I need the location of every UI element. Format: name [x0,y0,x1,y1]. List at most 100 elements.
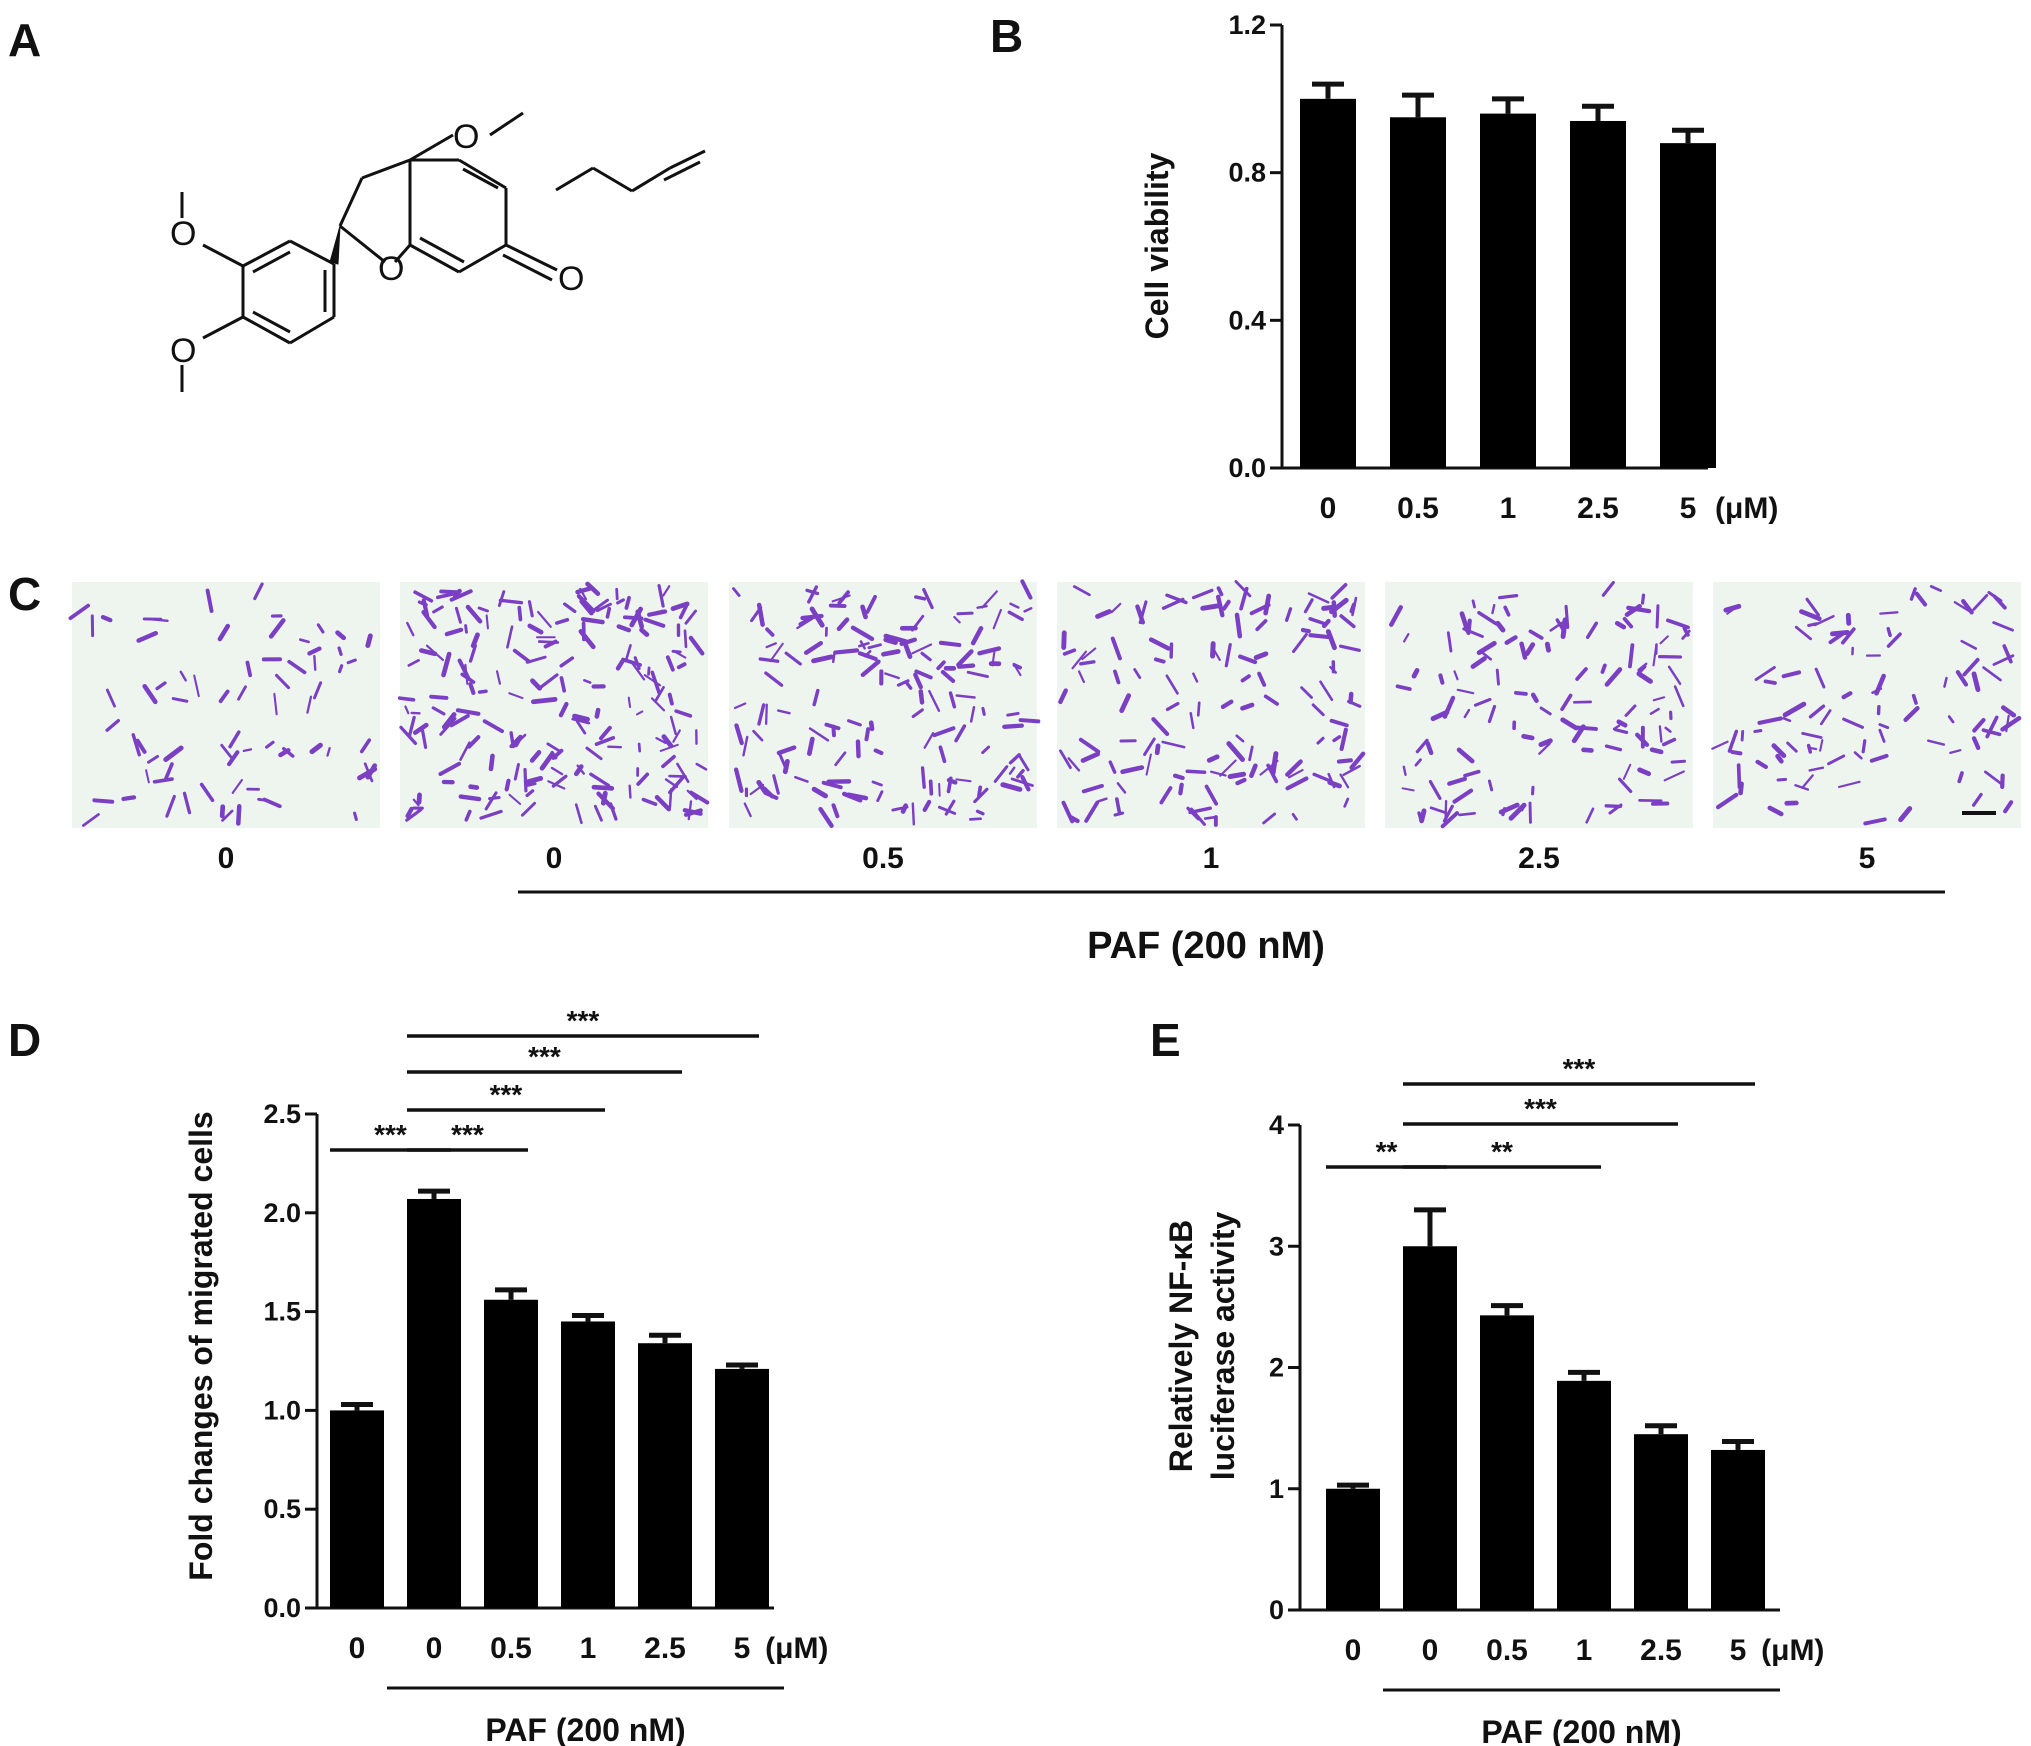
y-tick-label: 2 [1269,1353,1284,1383]
stained-cell [1419,808,1427,824]
stained-cell [688,635,705,656]
panel-label-d: D [8,1014,41,1066]
stained-cell [405,806,414,819]
stained-cell [171,697,189,703]
stained-cell [1339,614,1356,629]
stained-cell [81,813,100,827]
stained-cell [955,778,972,783]
stained-cell [837,590,850,605]
bond [338,177,364,227]
stained-cell [855,739,861,759]
stained-cell [1458,811,1476,817]
bond [202,315,244,340]
microscopy-image-0 [72,582,380,828]
stained-cell [1308,617,1327,626]
stained-cell [954,724,967,743]
stained-cell [1528,629,1544,640]
stained-cell [1226,741,1245,762]
bond [252,250,291,274]
stained-cell [337,664,344,674]
stained-cell [468,682,476,695]
stained-cell [1503,605,1511,617]
stained-cell [1841,691,1853,700]
stained-cell [265,740,275,749]
stained-cell [1308,633,1332,640]
y-axis-label-line: luciferase activity [1205,1212,1241,1481]
stained-cell [274,673,291,690]
stained-cell [1878,728,1886,743]
stained-cell [326,746,331,757]
stained-cell [458,794,482,802]
stained-cell [1151,717,1170,737]
stained-cell [165,794,176,818]
stained-cell [529,750,542,763]
stained-cell [164,762,174,781]
stained-cell [1058,688,1068,705]
stained-cell [876,790,884,803]
stained-cell [1987,590,2003,603]
stained-cell [674,709,693,718]
stained-cell [1081,647,1097,661]
stained-cell [287,659,307,675]
stained-cell [859,640,866,650]
stained-cell [807,736,815,756]
stained-cell [1332,735,1342,743]
stained-cell [431,706,446,716]
stained-cell [1711,740,1729,750]
stained-cell [1842,717,1865,729]
x-tick-label: 0.5 [1486,1634,1528,1667]
stained-cell [956,611,974,616]
stained-cell [948,691,957,709]
stained-cell [776,745,797,756]
stained-cell [1206,754,1220,763]
stained-cell [2000,705,2017,718]
stained-cell [1801,731,1823,739]
stained-cell [1401,787,1415,792]
stained-cell [346,658,357,665]
x-unit-label: (μM) [765,1632,828,1665]
stained-cell [220,743,234,761]
stained-cell [1415,738,1429,754]
stained-cell [1612,724,1621,731]
stained-cell [1113,811,1125,817]
stained-cell [306,695,313,714]
stained-cell [359,738,372,754]
stained-cell [831,653,836,664]
stained-cell [1285,759,1303,777]
stained-cell [1189,711,1195,730]
stained-cell [163,745,184,763]
migration-image-labels: 0 0 0.5 1 2.5 5 [218,842,1876,875]
wedge-bond [329,225,341,265]
stained-cell [1017,753,1030,772]
stained-cell [654,794,672,812]
stained-cell [1061,630,1067,650]
bar [1326,1488,1380,1610]
stained-cell [834,751,847,767]
stained-cell [1508,802,1527,821]
stained-cell [578,629,596,650]
stained-cell [1763,679,1777,685]
bond [458,158,507,190]
stained-cell [131,733,141,757]
stained-cell [312,681,323,700]
stained-cell [498,598,524,605]
stained-cell [1216,586,1224,597]
stained-cell [1658,725,1663,743]
stained-cell [1801,774,1814,789]
stained-cell [1984,770,2005,787]
bond [242,315,291,345]
stained-cell [1863,817,1887,826]
stained-cell [1452,788,1474,804]
bond [505,243,558,272]
stained-cell [464,624,468,634]
stained-cell [1794,625,1812,641]
y-tick-label: 2.5 [263,1099,301,1129]
stained-cell [517,605,523,622]
y-axis-label-line: Relatively NF-κB [1163,1220,1199,1473]
stained-cell [865,594,877,614]
stained-cell [585,746,603,761]
stained-cell [1110,602,1122,614]
stained-cell [1813,614,1835,627]
stained-cell [1786,741,1798,753]
stained-cell [554,617,570,625]
